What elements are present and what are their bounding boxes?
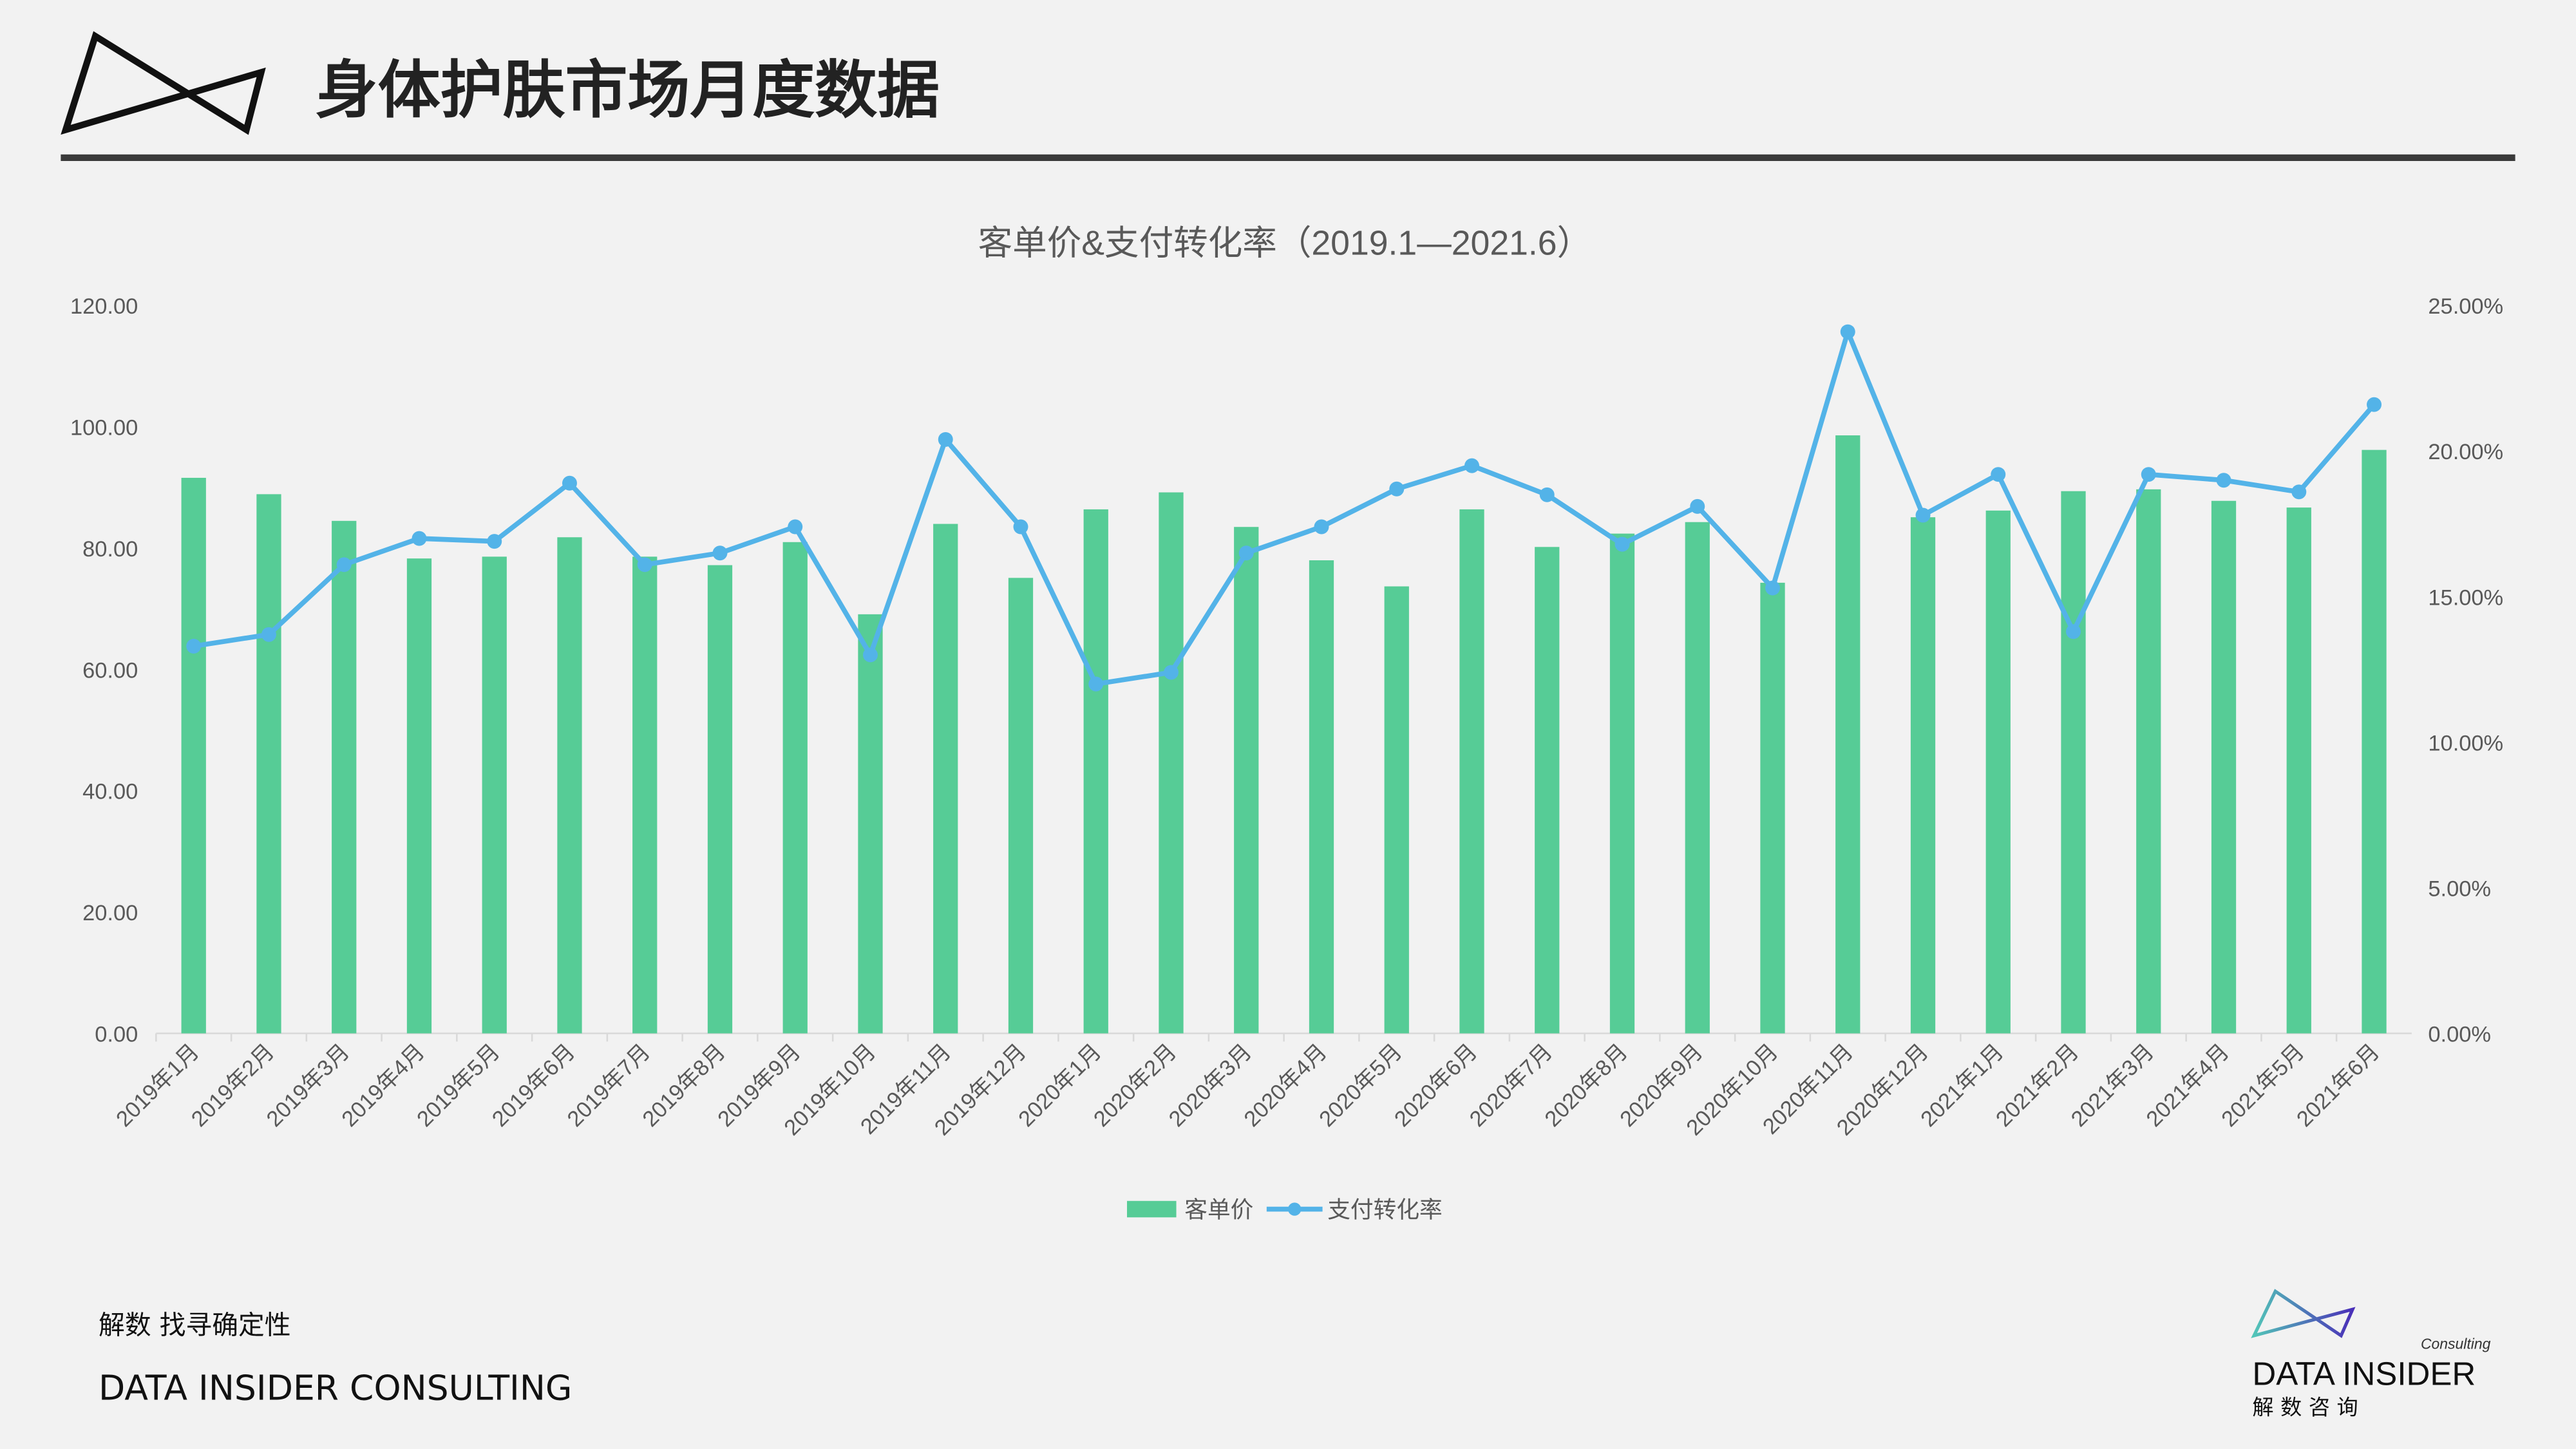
point-conversion-rate [2066,624,2081,639]
footer-company: DATA INSIDER CONSULTING [99,1367,572,1408]
y-right-tick-label: 5.00% [2428,876,2491,901]
point-conversion-rate [2291,484,2307,500]
point-conversion-rate [2216,473,2231,488]
bar-avg-price [2286,507,2311,1034]
point-conversion-rate [1539,487,1555,502]
y-left-tick-label: 20.00 [82,901,138,925]
y-right-tick-label: 25.00% [2428,294,2503,319]
point-conversion-rate [712,545,728,561]
bar-avg-price [1985,510,2011,1034]
bar-avg-price [2362,450,2387,1034]
legend-label-bar: 客单价 [1184,1197,1253,1223]
chart: 0.00 20.00 40.00 60.00 80.00 100.00 120.00 0.00… [70,294,2503,1141]
bar-avg-price [332,520,357,1034]
point-conversion-rate [1464,458,1479,473]
bar-avg-price [181,477,206,1034]
point-conversion-rate [1840,324,1855,339]
point-conversion-rate [1915,507,1931,523]
point-conversion-rate [1389,481,1405,497]
point-conversion-rate [186,638,202,654]
header-logo-icon [61,31,266,135]
bar-avg-price [2211,500,2237,1034]
point-conversion-rate [336,557,352,573]
series-line-conversion [193,329,2376,687]
bar-avg-price [1760,582,1785,1034]
point-conversion-rate [1991,467,2006,482]
point-conversion-rate [1765,580,1780,596]
chart-title: 客单价&支付转化率（2019.1—2021.6） [978,224,1592,262]
point-conversion-rate [1314,519,1329,535]
bar-avg-price [256,494,281,1034]
point-conversion-rate [938,431,953,447]
y-right-tick-label: 20.00% [2428,440,2503,464]
y-right-tick-label: 15.00% [2428,585,2503,610]
y-left-tick-label: 40.00 [82,780,138,804]
bar-avg-price [858,614,883,1034]
brand-logo: Consulting DATA INSIDER 解 数 咨 询 [2251,1289,2491,1419]
y-left-tick-label: 80.00 [82,537,138,562]
bar-avg-price [782,542,808,1034]
bar-avg-price [2061,491,2086,1034]
point-conversion-rate [1013,519,1028,535]
bar-avg-price [1685,522,1710,1034]
bar-avg-price [406,558,432,1034]
brand-name: DATA INSIDER [2252,1356,2476,1392]
legend-swatch-bar [1127,1200,1177,1218]
bar-avg-price [1309,560,1334,1034]
point-conversion-rate [487,534,502,549]
point-conversion-rate [788,519,803,535]
point-conversion-rate [1164,665,1179,680]
y-left-tick-label: 0.00 [95,1022,138,1046]
point-conversion-rate [1238,545,1254,561]
point-conversion-rate [1615,536,1630,552]
legend: 客单价 支付转化率 [1127,1197,1443,1223]
bar-avg-price [1459,509,1484,1034]
bar-avg-price [1609,533,1635,1034]
bar-avg-price [1835,435,1861,1034]
y-right-tick-label: 0.00% [2428,1022,2491,1046]
bar-avg-price [933,524,958,1034]
bar-avg-price [707,565,733,1034]
bar-avg-price [1008,578,1034,1034]
y-left-tick-label: 120.00 [70,294,138,319]
bar-avg-price [1234,527,1259,1034]
bar-avg-price [482,556,507,1034]
y-right-tick-label: 10.00% [2428,731,2503,755]
point-conversion-rate [412,531,427,546]
point-conversion-rate [1088,676,1104,692]
y-left-tick-label: 100.00 [70,416,138,440]
legend-marker [1288,1202,1302,1216]
y-left-tick-label: 60.00 [82,658,138,683]
bar-avg-price [2136,489,2161,1034]
point-conversion-rate [1690,498,1705,514]
bar-avg-price [1535,547,1560,1034]
point-conversion-rate [562,475,577,491]
legend-label-line: 支付转化率 [1327,1197,1443,1223]
brand-consulting: Consulting [2421,1335,2491,1352]
point-conversion-rate [637,557,652,573]
page-title: 身体护肤市场月度数据 [316,53,940,126]
point-conversion-rate [2141,467,2156,482]
brand-logo-icon [2251,1289,2356,1338]
bar-avg-price [1159,492,1184,1034]
bar-avg-price [1083,509,1108,1034]
bar-avg-price [1384,586,1409,1034]
header-divider [61,154,2515,161]
brand-cn: 解 数 咨 询 [2252,1394,2358,1419]
bar-avg-price [632,556,658,1034]
point-conversion-rate [261,627,276,642]
bar-avg-price [1910,517,1936,1034]
bar-avg-price [557,537,582,1034]
point-conversion-rate [2367,397,2382,412]
footer-slogan: 解数 找寻确定性 [99,1309,291,1340]
point-conversion-rate [863,647,878,663]
